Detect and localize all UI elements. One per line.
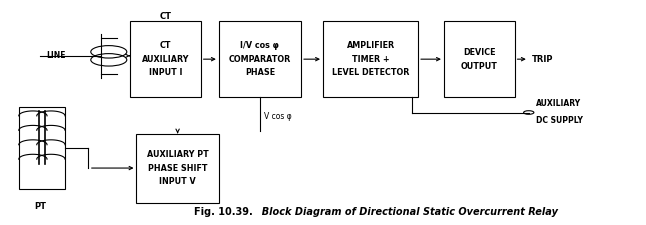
Text: I/V cos φ: I/V cos φ: [240, 41, 279, 50]
Text: AMPLIFIER: AMPLIFIER: [346, 41, 395, 50]
Text: COMPARATOR: COMPARATOR: [229, 55, 291, 64]
Text: PHASE SHIFT: PHASE SHIFT: [148, 164, 207, 173]
Bar: [323, 21, 418, 97]
Text: PHASE: PHASE: [245, 68, 275, 77]
Text: CT: CT: [160, 41, 171, 50]
Text: AUXILIARY: AUXILIARY: [536, 99, 581, 108]
Bar: [19, 107, 65, 189]
Text: Fig. 10.39.: Fig. 10.39.: [194, 207, 253, 217]
Text: PT: PT: [34, 202, 46, 211]
Text: OUTPUT: OUTPUT: [461, 62, 497, 71]
Text: TIMER +: TIMER +: [351, 55, 390, 64]
Bar: [130, 21, 201, 97]
Bar: [444, 21, 515, 97]
Bar: [136, 134, 219, 202]
Text: LINE: LINE: [47, 51, 66, 60]
Text: DEVICE: DEVICE: [463, 48, 495, 57]
Text: CT: CT: [160, 12, 171, 21]
Bar: [219, 21, 301, 97]
Text: AUXILIARY: AUXILIARY: [141, 55, 189, 64]
Text: TRIP: TRIP: [532, 55, 554, 64]
Text: INPUT V: INPUT V: [159, 177, 196, 186]
Text: Block Diagram of Directional Static Overcurrent Relay: Block Diagram of Directional Static Over…: [255, 207, 558, 217]
Text: V cos φ: V cos φ: [264, 112, 291, 122]
Text: LEVEL DETECTOR: LEVEL DETECTOR: [332, 68, 409, 77]
Text: AUXILIARY PT: AUXILIARY PT: [147, 150, 209, 159]
Text: DC SUPPLY: DC SUPPLY: [536, 116, 583, 125]
Text: INPUT I: INPUT I: [149, 68, 182, 77]
